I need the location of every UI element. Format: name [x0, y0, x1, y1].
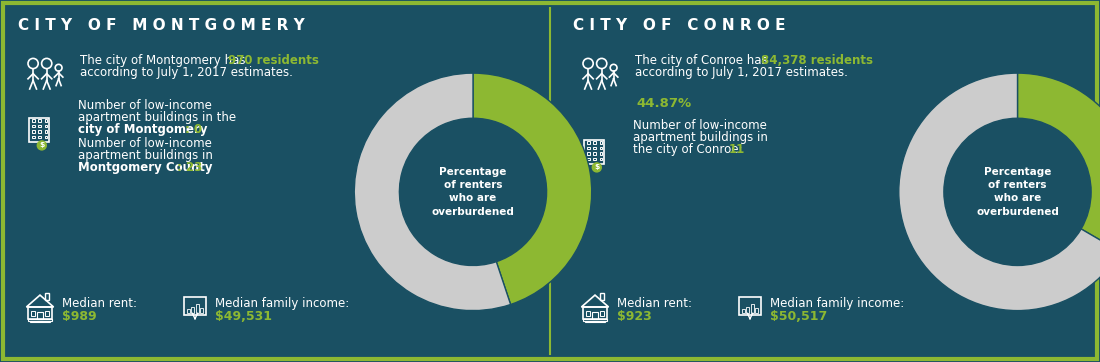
Wedge shape — [354, 73, 510, 311]
Bar — [756, 308, 758, 313]
Bar — [37, 312, 43, 319]
Bar — [30, 118, 50, 142]
Text: $50,517: $50,517 — [770, 310, 827, 323]
Text: $: $ — [594, 164, 600, 171]
Bar — [32, 119, 34, 122]
Text: apartment buildings in the: apartment buildings in the — [78, 111, 236, 124]
Bar — [601, 311, 604, 316]
Wedge shape — [473, 73, 592, 304]
Bar — [39, 119, 41, 122]
Text: The city of Montgomery has: The city of Montgomery has — [80, 54, 250, 67]
Bar — [32, 125, 34, 127]
Bar — [583, 319, 607, 321]
Bar — [200, 308, 204, 313]
Bar — [184, 297, 206, 315]
Text: $989: $989 — [62, 310, 97, 323]
Text: Median family income:: Median family income: — [214, 297, 350, 310]
Text: The city of Conroe has: The city of Conroe has — [635, 54, 771, 67]
Bar — [39, 125, 41, 127]
Bar — [587, 157, 590, 160]
Text: Percentage
of renters
who are
overburdened: Percentage of renters who are overburden… — [431, 167, 515, 217]
Bar — [739, 297, 761, 315]
Text: according to July 1, 2017 estimates.: according to July 1, 2017 estimates. — [635, 66, 848, 79]
Bar — [30, 321, 51, 322]
Bar — [31, 311, 35, 316]
Circle shape — [592, 163, 602, 172]
Text: $: $ — [40, 142, 44, 148]
Text: Percentage
of renters
who are
overburdened: Percentage of renters who are overburden… — [976, 167, 1059, 217]
Bar — [593, 312, 597, 319]
Bar — [45, 311, 50, 316]
Text: apartment buildings in: apartment buildings in — [78, 149, 213, 162]
Bar — [44, 125, 47, 127]
Text: apartment buildings in: apartment buildings in — [632, 131, 768, 144]
Bar — [600, 147, 602, 150]
Bar — [751, 304, 754, 313]
Bar — [600, 152, 602, 155]
Wedge shape — [899, 73, 1100, 311]
Text: the city of Conroe:: the city of Conroe: — [632, 143, 746, 156]
Bar — [584, 140, 604, 164]
Bar — [600, 141, 602, 144]
Circle shape — [37, 141, 46, 150]
Text: Median rent:: Median rent: — [617, 297, 692, 310]
Text: city of Montgomery: city of Montgomery — [78, 123, 208, 136]
Bar — [747, 307, 749, 313]
Wedge shape — [1018, 73, 1100, 252]
Bar — [187, 310, 189, 313]
Bar — [44, 135, 47, 138]
Bar — [601, 293, 604, 300]
Bar — [587, 141, 590, 144]
Bar — [741, 310, 745, 313]
Bar — [593, 147, 596, 150]
Bar — [32, 130, 34, 133]
Text: 970 residents: 970 residents — [228, 54, 319, 67]
Text: $923: $923 — [617, 310, 651, 323]
Bar — [600, 157, 602, 160]
Bar — [29, 319, 52, 321]
Bar — [585, 321, 605, 322]
Text: : 0: : 0 — [185, 123, 202, 136]
Bar — [585, 311, 590, 316]
Text: 44.87%: 44.87% — [636, 97, 692, 110]
Bar — [593, 141, 596, 144]
Bar — [44, 130, 47, 133]
Bar — [587, 152, 590, 155]
Bar — [45, 293, 48, 300]
Bar — [44, 119, 47, 122]
Text: : 23: : 23 — [177, 161, 202, 174]
Bar — [32, 135, 34, 138]
Text: Number of low-income: Number of low-income — [632, 119, 767, 132]
Bar — [587, 147, 590, 150]
Text: 84,378 residents: 84,378 residents — [761, 54, 873, 67]
Text: C I T Y   O F   M O N T G O M E R Y: C I T Y O F M O N T G O M E R Y — [18, 18, 305, 33]
Text: Number of low-income: Number of low-income — [78, 99, 212, 112]
Bar — [39, 135, 41, 138]
Bar — [593, 152, 596, 155]
Text: Median family income:: Median family income: — [770, 297, 904, 310]
Text: 11: 11 — [729, 143, 746, 156]
Bar — [39, 130, 41, 133]
Bar — [196, 304, 199, 313]
Bar — [29, 307, 52, 319]
Bar — [593, 157, 596, 160]
Text: Number of low-income: Number of low-income — [78, 137, 212, 150]
Text: Median rent:: Median rent: — [62, 297, 138, 310]
Text: $49,531: $49,531 — [214, 310, 272, 323]
Bar — [191, 307, 194, 313]
Bar — [583, 307, 607, 319]
Text: Montgomery County: Montgomery County — [78, 161, 212, 174]
Text: C I T Y   O F   C O N R O E: C I T Y O F C O N R O E — [573, 18, 785, 33]
Text: according to July 1, 2017 estimates.: according to July 1, 2017 estimates. — [80, 66, 293, 79]
